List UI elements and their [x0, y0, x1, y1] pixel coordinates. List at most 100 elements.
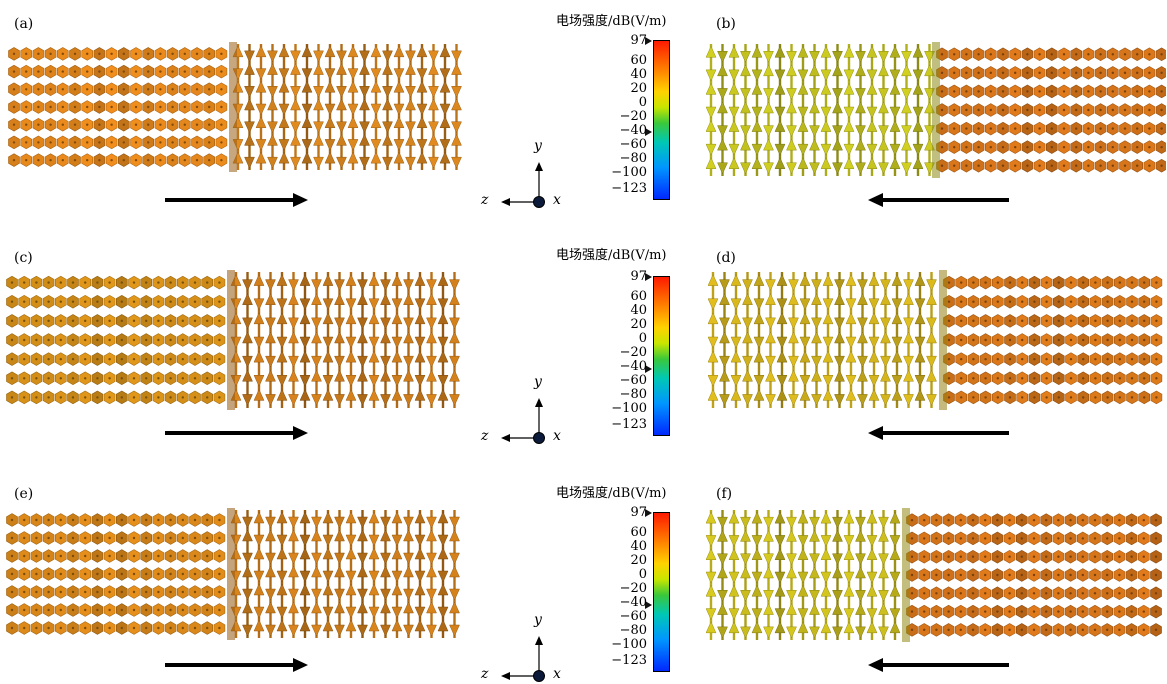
field-arrow [811, 317, 822, 330]
field-arrow [426, 588, 437, 601]
cell-center [960, 396, 963, 399]
field-arrow [405, 98, 416, 111]
field-arrow [267, 156, 278, 169]
field-arrow [391, 570, 403, 583]
cell-center [1118, 555, 1121, 558]
interface-boundary [932, 42, 940, 178]
field-arrow [786, 626, 797, 639]
field-arrow [866, 69, 878, 82]
panel-label-b: (b) [716, 16, 736, 32]
cell-center [10, 626, 14, 630]
cell-center [84, 608, 87, 612]
cell-center [10, 590, 14, 594]
field-arrow [276, 619, 288, 632]
field-arrow [857, 293, 868, 305]
cell-center [96, 338, 99, 342]
cell-center [1033, 377, 1036, 380]
cell-center [1050, 108, 1053, 112]
cell-center [1008, 592, 1011, 595]
field-arrow [357, 293, 368, 305]
cell-center [47, 281, 50, 284]
field-arrow [763, 553, 774, 566]
cell-center [157, 554, 160, 558]
cell-center [120, 319, 124, 323]
field-arrow [265, 588, 276, 601]
field-arrow [868, 336, 880, 349]
cell-center [1008, 610, 1011, 613]
field-arrow [903, 369, 914, 382]
field-arrow [809, 516, 820, 529]
cell-center [947, 628, 950, 632]
cell-center [1087, 90, 1090, 93]
field-arrow [322, 547, 334, 560]
cell-center [1050, 71, 1053, 75]
field-arrow [380, 317, 391, 330]
cell-center [971, 628, 975, 632]
cell-center [108, 536, 111, 540]
field-arrow [405, 62, 416, 75]
cell-center [1081, 555, 1084, 558]
field-arrow [449, 369, 460, 382]
cell-center [960, 300, 963, 303]
field-arrow [832, 125, 843, 138]
cell-center [59, 357, 62, 361]
cell-center [157, 300, 160, 303]
cell-center [1093, 555, 1097, 558]
cell-center [220, 52, 223, 56]
field-arrow [765, 279, 776, 292]
cell-center [1111, 164, 1114, 167]
cell-center [1118, 518, 1121, 522]
cell-center [23, 536, 26, 540]
field-arrow [855, 602, 866, 615]
cell-center [1033, 319, 1036, 323]
field-arrow [334, 331, 345, 344]
field-arrow [740, 138, 751, 151]
cell-center [1130, 592, 1133, 595]
field-arrow [414, 336, 426, 349]
cell-center [181, 518, 184, 522]
colorbar-tick-label: −80 [619, 387, 647, 402]
cell-center [122, 105, 126, 109]
cell-center [1081, 628, 1084, 632]
cell-center [1057, 357, 1060, 361]
field-arrow [414, 583, 426, 596]
cell-center [1093, 610, 1097, 613]
field-arrow [878, 88, 889, 101]
cell-center [132, 572, 136, 576]
cell-center [1020, 592, 1023, 595]
field-arrow [403, 331, 414, 344]
field-arrow [299, 273, 311, 286]
field-arrow [255, 116, 267, 128]
cell-center [145, 357, 148, 361]
cell-center [10, 377, 14, 380]
cell-center [132, 357, 136, 361]
field-arrow [276, 570, 288, 583]
field-arrow [345, 547, 357, 560]
cell-center [1142, 573, 1145, 577]
cell-center [1160, 145, 1163, 149]
field-arrow [414, 312, 426, 325]
cell-center [181, 554, 184, 558]
cell-center [147, 158, 150, 162]
field-arrow [751, 106, 763, 119]
field-arrow [740, 553, 751, 566]
cell-center [1106, 573, 1109, 577]
cell-center [206, 626, 209, 630]
cell-center [110, 105, 113, 109]
cell-center [977, 108, 980, 112]
field-arrow [797, 82, 809, 95]
field-arrow [717, 101, 728, 114]
cell-center [35, 590, 38, 594]
cell-center [145, 608, 148, 612]
field-arrow [391, 298, 403, 311]
cell-center [910, 555, 914, 558]
field-arrow [751, 535, 763, 548]
cell-center [1093, 592, 1097, 595]
cell-center [49, 141, 52, 144]
cell-center [947, 281, 951, 284]
field-panel-a [8, 42, 462, 172]
cell-center [1026, 145, 1029, 149]
field-arrow [717, 590, 728, 602]
colorbar [653, 276, 670, 436]
field-arrow [301, 116, 313, 128]
